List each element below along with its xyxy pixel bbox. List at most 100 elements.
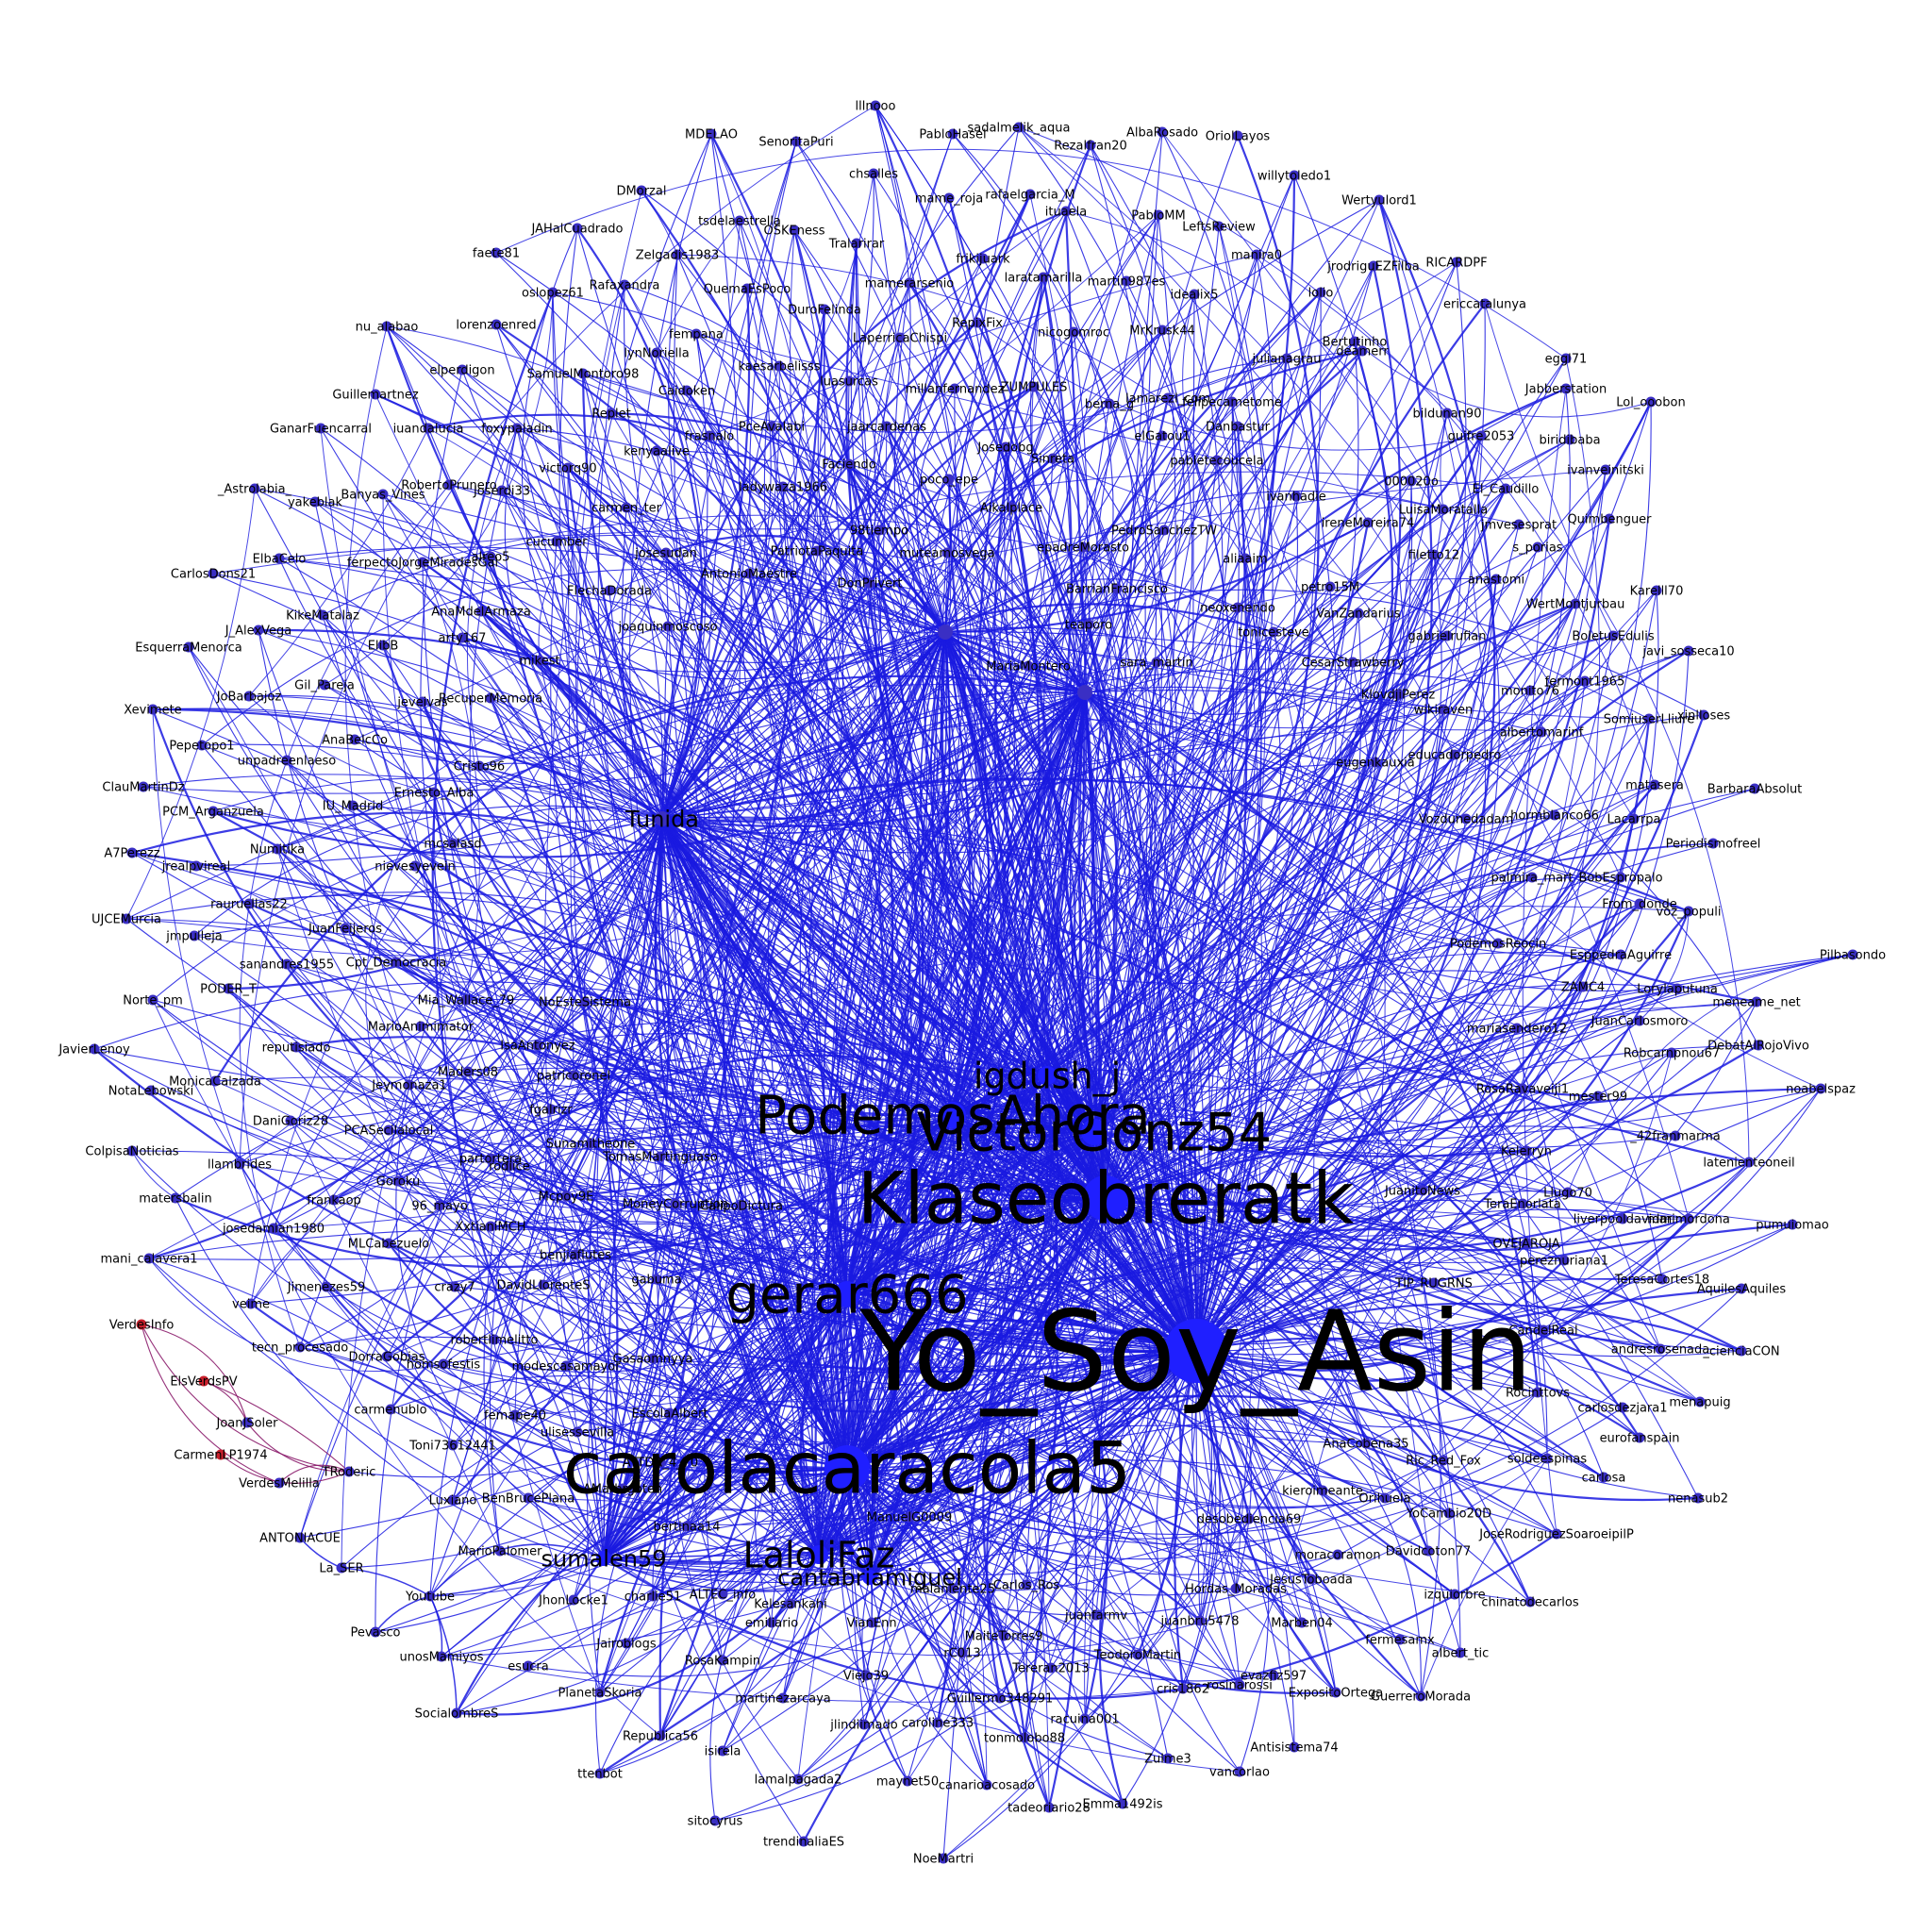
graph-edge bbox=[846, 1407, 1557, 1535]
graph-edge bbox=[659, 818, 816, 1737]
node-label: ZAMC4 bbox=[1561, 981, 1605, 995]
graph-edge bbox=[629, 133, 848, 1469]
graph-edge bbox=[429, 1543, 605, 1597]
graph-node bbox=[1558, 1255, 1570, 1266]
graph-edge bbox=[408, 631, 946, 1086]
node-label: DMorzal bbox=[617, 185, 667, 199]
node-label: s_porias bbox=[1512, 541, 1562, 556]
graph-edge bbox=[665, 552, 1107, 1199]
node-label: martin987es bbox=[1088, 275, 1166, 290]
graph-edge bbox=[1105, 1087, 1822, 1200]
graph-edge bbox=[944, 578, 1239, 633]
graph-edge bbox=[952, 1114, 1169, 1759]
graph-node bbox=[785, 1598, 796, 1609]
graph-edge bbox=[952, 1106, 1663, 1280]
graph-node bbox=[651, 1274, 662, 1285]
graph-edge bbox=[661, 603, 1274, 820]
graph-edge bbox=[722, 1235, 1527, 1595]
graph-node bbox=[864, 577, 875, 589]
graph-node bbox=[660, 547, 672, 558]
graph-node bbox=[1438, 1455, 1449, 1466]
node-label: ClauMartinDz bbox=[102, 781, 184, 795]
graph-node bbox=[417, 696, 428, 708]
graph-node bbox=[1524, 1596, 1536, 1607]
graph-edge bbox=[575, 403, 1110, 1256]
node-label: igdush_j bbox=[974, 1055, 1121, 1096]
node-label: homsofestis bbox=[407, 1358, 481, 1373]
graph-node bbox=[1417, 1185, 1428, 1196]
node-label: chinatodecarlos bbox=[1481, 1596, 1579, 1610]
node-label: Ernesto_Alba bbox=[394, 787, 475, 801]
node-label: Numitika bbox=[250, 843, 305, 858]
graph-node bbox=[1707, 838, 1719, 849]
graph-edge bbox=[1194, 1350, 1337, 1693]
node-label: ireneMoreira74 bbox=[1322, 517, 1415, 531]
graph-edge bbox=[395, 818, 663, 963]
graph-node bbox=[336, 1562, 347, 1574]
graph-edge bbox=[944, 631, 1678, 991]
node-label: TeresaCortes18 bbox=[1614, 1274, 1709, 1288]
graph-edge bbox=[1093, 1131, 1450, 1514]
node-label: ttenbot bbox=[577, 1768, 623, 1782]
graph-edge bbox=[846, 586, 1331, 1295]
graph-edge bbox=[1420, 1457, 1548, 1697]
node-label: idealix5 bbox=[1170, 289, 1218, 303]
graph-edge bbox=[846, 842, 1714, 1469]
graph-edge bbox=[299, 1001, 586, 1539]
graph-node bbox=[1234, 1766, 1245, 1777]
graph-edge bbox=[212, 528, 880, 575]
node-label: Republica56 bbox=[623, 1730, 698, 1744]
node-label: JavierLenoy bbox=[58, 1043, 130, 1058]
node-label: El_Caudillo bbox=[1473, 483, 1540, 497]
node-label: Bertutinho bbox=[1323, 336, 1388, 350]
node-label: matersbalin bbox=[139, 1192, 212, 1207]
graph-edge bbox=[365, 791, 441, 1207]
graph-node bbox=[1079, 1713, 1091, 1724]
node-label: reputisiado bbox=[262, 1041, 331, 1056]
graph-edge bbox=[661, 818, 1701, 1404]
graph-node bbox=[572, 223, 583, 234]
graph-edge bbox=[493, 1339, 1197, 1374]
graph-edge bbox=[442, 1350, 1197, 1403]
graph-edge bbox=[382, 493, 946, 663]
graph-edge bbox=[952, 635, 1614, 1116]
node-label: matasera bbox=[1625, 779, 1684, 793]
graph-edge bbox=[891, 691, 1086, 1786]
graph-edge bbox=[846, 761, 1376, 1295]
graph-node bbox=[1415, 1690, 1426, 1702]
graph-edge bbox=[461, 637, 663, 820]
graph-edge bbox=[248, 427, 429, 697]
graph-edge bbox=[388, 631, 946, 1244]
graph-edge bbox=[429, 1197, 1107, 1597]
graph-node bbox=[734, 215, 745, 226]
graph-edge bbox=[1567, 954, 1854, 1193]
graph-node bbox=[766, 421, 777, 432]
graph-edge bbox=[574, 288, 820, 1556]
node-label: poco_epe bbox=[920, 474, 978, 488]
graph-edge bbox=[388, 818, 663, 1131]
graph-node bbox=[1441, 408, 1453, 419]
graph-edge bbox=[499, 1350, 1197, 1592]
graph-edge bbox=[258, 629, 1095, 1133]
node-label: Danbastur bbox=[1206, 421, 1271, 435]
node-label: RepixFix bbox=[952, 317, 1003, 331]
node-label: MonicaCalzada bbox=[169, 1075, 261, 1090]
graph-edge bbox=[944, 631, 1699, 1499]
graph-edge bbox=[575, 1114, 954, 1256]
graph-edge bbox=[550, 1108, 848, 1469]
node-label: lamalpagada2 bbox=[755, 1774, 842, 1788]
graph-node bbox=[1157, 126, 1168, 138]
node-label: J_AlexVega bbox=[225, 625, 291, 639]
graph-node bbox=[428, 787, 440, 798]
graph-edge bbox=[542, 439, 1571, 1286]
node-label: tonmolobo88 bbox=[984, 1732, 1065, 1746]
node-label: Marben04 bbox=[1271, 1617, 1333, 1631]
node-label: ManuelG0009 bbox=[867, 1511, 952, 1525]
graph-edge bbox=[466, 427, 518, 767]
node-label: Karelll70 bbox=[1630, 585, 1684, 599]
node-label: TomasMartinguaso bbox=[602, 1151, 718, 1165]
graph-node bbox=[1028, 381, 1040, 392]
node-label: meneame_net bbox=[1712, 996, 1800, 1010]
graph-edge bbox=[846, 1391, 1539, 1540]
node-label: nu_alabao bbox=[356, 321, 419, 335]
